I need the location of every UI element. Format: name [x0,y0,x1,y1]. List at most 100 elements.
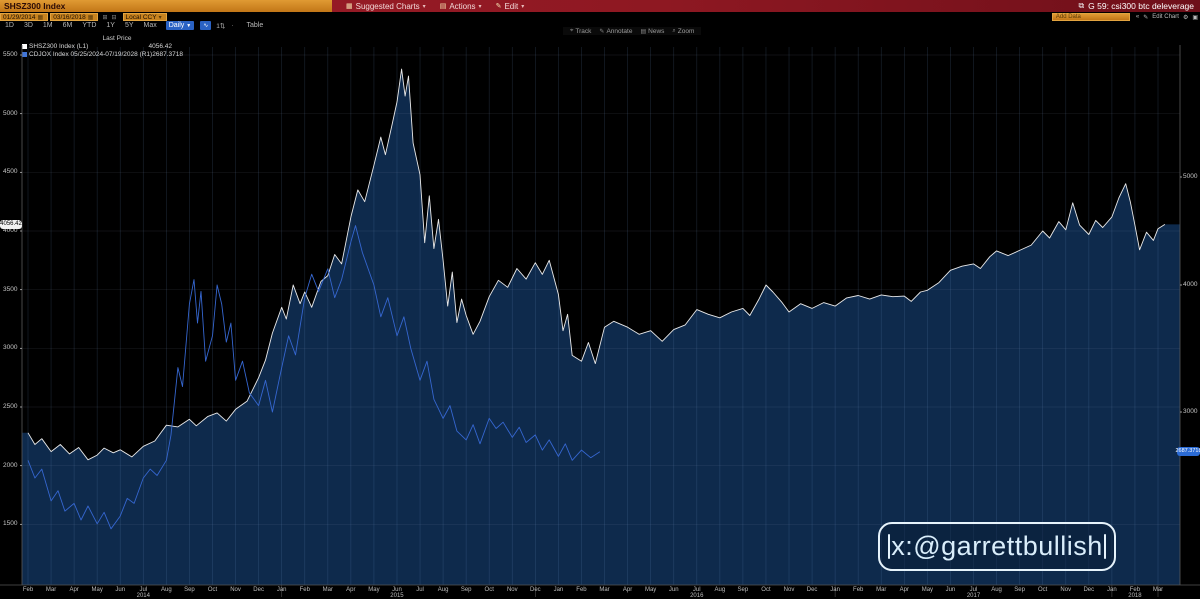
news-button[interactable]: ▤ News [640,28,664,35]
pencil-icon[interactable]: ✎ [1143,14,1149,21]
menu-edit[interactable]: ✎ Edit ▾ [496,2,525,11]
annotate-button[interactable]: ✎ Annotate [599,28,632,35]
series-line-shsz300 [27,68,1166,461]
legend: Last Price SHSZ300 Index (L1) 4056.42 CD… [22,35,183,58]
track-button[interactable]: ⌖ Track [570,28,591,35]
date-to-field[interactable]: 03/16/2018 ▦ [50,13,99,21]
calendar-icon: ▦ [37,14,44,21]
x-axis-month-label: Jan [553,587,564,593]
date-from-value: 01/29/2014 [3,13,36,21]
series-label: SHSZ300 Index (L1) [29,43,89,50]
currency-value: Local CCY [125,13,157,21]
edit-chart-tools: Add Data « ✎ Edit Chart ⚙ ▣ [1051,13,1200,21]
series-label: CDJOX Index 05/25/2024-07/19/2028 (R1) [29,51,153,58]
legend-row-overlay[interactable]: CDJOX Index 05/25/2024-07/19/2028 (R1) 2… [22,51,183,58]
left-axis-tick-label: 2000 [3,461,18,469]
zoom-button[interactable]: ⌕ Zoom [672,28,694,35]
settings-small-icon[interactable]: ⊟ [111,14,117,21]
events-icon[interactable]: 1⇅ [216,22,226,30]
chevron-down-icon: ▾ [521,3,525,10]
x-axis-month-label: Jun [392,587,402,593]
menu-suggested-charts[interactable]: ▦ Suggested Charts ▾ [346,2,426,11]
dot-separator-icon: · [231,22,234,29]
edit-chart-button[interactable]: Edit Chart [1152,14,1179,20]
menu-label: Suggested Charts [355,1,420,11]
series-swatch-white [22,44,27,49]
date-range-row: 01/29/2014 ▦ 03/16/2018 ▦ ⊞ ⊟ Local CCY … [0,13,1200,21]
add-data-label: Add Data [1055,14,1081,20]
left-axis-tick-label: 1500 [3,520,18,528]
calendar-icon: ▦ [87,14,94,21]
x-axis-year-label: 2014 [136,593,150,599]
x-axis-month-label: May [644,587,657,593]
x-axis-month-label: Aug [991,587,1002,593]
x-axis-month-label: May [921,587,934,593]
x-axis-month-label: May [368,587,380,593]
chevron-down-icon: ▾ [422,3,426,10]
launch-icon[interactable]: ⧉ [1078,1,1085,10]
range-1m[interactable]: 1M [42,22,53,29]
range-max[interactable]: Max [143,22,157,29]
x-axis-year-label: 2017 [966,593,981,599]
x-axis-month-label: Aug [437,587,449,593]
left-axis-tick-label: 4000 [3,226,18,234]
x-axis-month-label: Oct [207,587,218,593]
x-axis-month-label: Dec [253,587,264,593]
x-axis-month-label: Mar [599,587,610,593]
range-6m[interactable]: 6M [62,22,73,29]
range-5y[interactable]: 5Y [124,22,134,29]
x-axis-month-label: Apr [69,587,79,593]
x-axis-month-label: Sep [1014,587,1025,593]
x-axis-month-label: Mar [1152,587,1164,593]
x-axis-month-label: Dec [806,587,818,593]
x-axis-month-label: Aug [161,587,172,593]
annotate-icon: ✎ [599,28,605,35]
range-1y[interactable]: 1Y [106,22,115,29]
table-button[interactable]: Table [246,22,264,29]
collapse-panel-icon[interactable]: « [1135,14,1140,20]
period-select[interactable]: Daily ▼ [165,21,195,30]
menu-actions[interactable]: ▤ Actions ▾ [440,2,482,11]
date-to-value: 03/16/2018 [53,13,86,21]
menu-label: Edit [504,1,519,11]
range-1d[interactable]: 1D [5,22,14,29]
range-3d[interactable]: 3D [23,22,33,29]
gear-icon[interactable]: ⚙ [1182,14,1189,21]
x-axis-month-label: Jul [139,587,148,593]
range-ytd[interactable]: YTD [82,22,97,29]
left-axis-tick-label: 5000 [3,109,18,117]
currency-select[interactable]: Local CCY ▾ [122,13,167,21]
chevron-down-icon: ▾ [158,14,162,21]
x-axis-year-label: 2016 [690,593,704,599]
zoom-label: Zoom [677,27,695,35]
x-axis-month-label: Jan [276,587,287,593]
x-axis-month-label: Jul [692,587,701,593]
add-data-input[interactable]: Add Data [1051,13,1130,21]
chevron-down-icon: ▼ [186,22,192,29]
x-axis-month-label: Apr [346,587,356,593]
news-icon: ▤ [640,28,647,35]
last-price-tag-right[interactable]: 2687.3718 [1176,447,1200,457]
x-axis-month-label: Oct [1038,587,1048,593]
compare-icon[interactable]: ⊞ [102,14,108,21]
chart-id-title: ⧉ G 59: csi300 btc deleverage [1078,1,1200,11]
line-chart-type-icon[interactable]: ∿ [200,21,212,30]
series-value: 4056.42 [148,43,173,50]
range-toolbar: 1D 3D 1M 6M YTD 1Y 5Y Max Daily ▼ ∿ 1⇅ ·… [0,21,1200,30]
x-axis-month-label: Oct [484,587,494,593]
legend-row-shsz300[interactable]: SHSZ300 Index (L1) 4056.42 [22,43,172,50]
x-axis-month-label: Feb [22,587,34,593]
left-axis-tick-label: 2500 [3,402,18,410]
x-axis-month-label: Jan [1107,587,1117,593]
security-title[interactable]: SHSZ300 Index [0,0,332,12]
last-price-tag-left[interactable]: 4056.42 [0,219,22,229]
right-axis-tick-label: 4000 [1183,281,1198,288]
save-chart-icon[interactable]: ▣ [1192,14,1198,21]
date-from-field[interactable]: 01/29/2014 ▦ [0,13,49,21]
watermark-box: x:@garrettbullish [878,522,1116,571]
area-fill [22,69,1180,586]
zoom-icon: ⌕ [672,27,676,34]
x-axis-month-label: Jul [969,587,978,593]
